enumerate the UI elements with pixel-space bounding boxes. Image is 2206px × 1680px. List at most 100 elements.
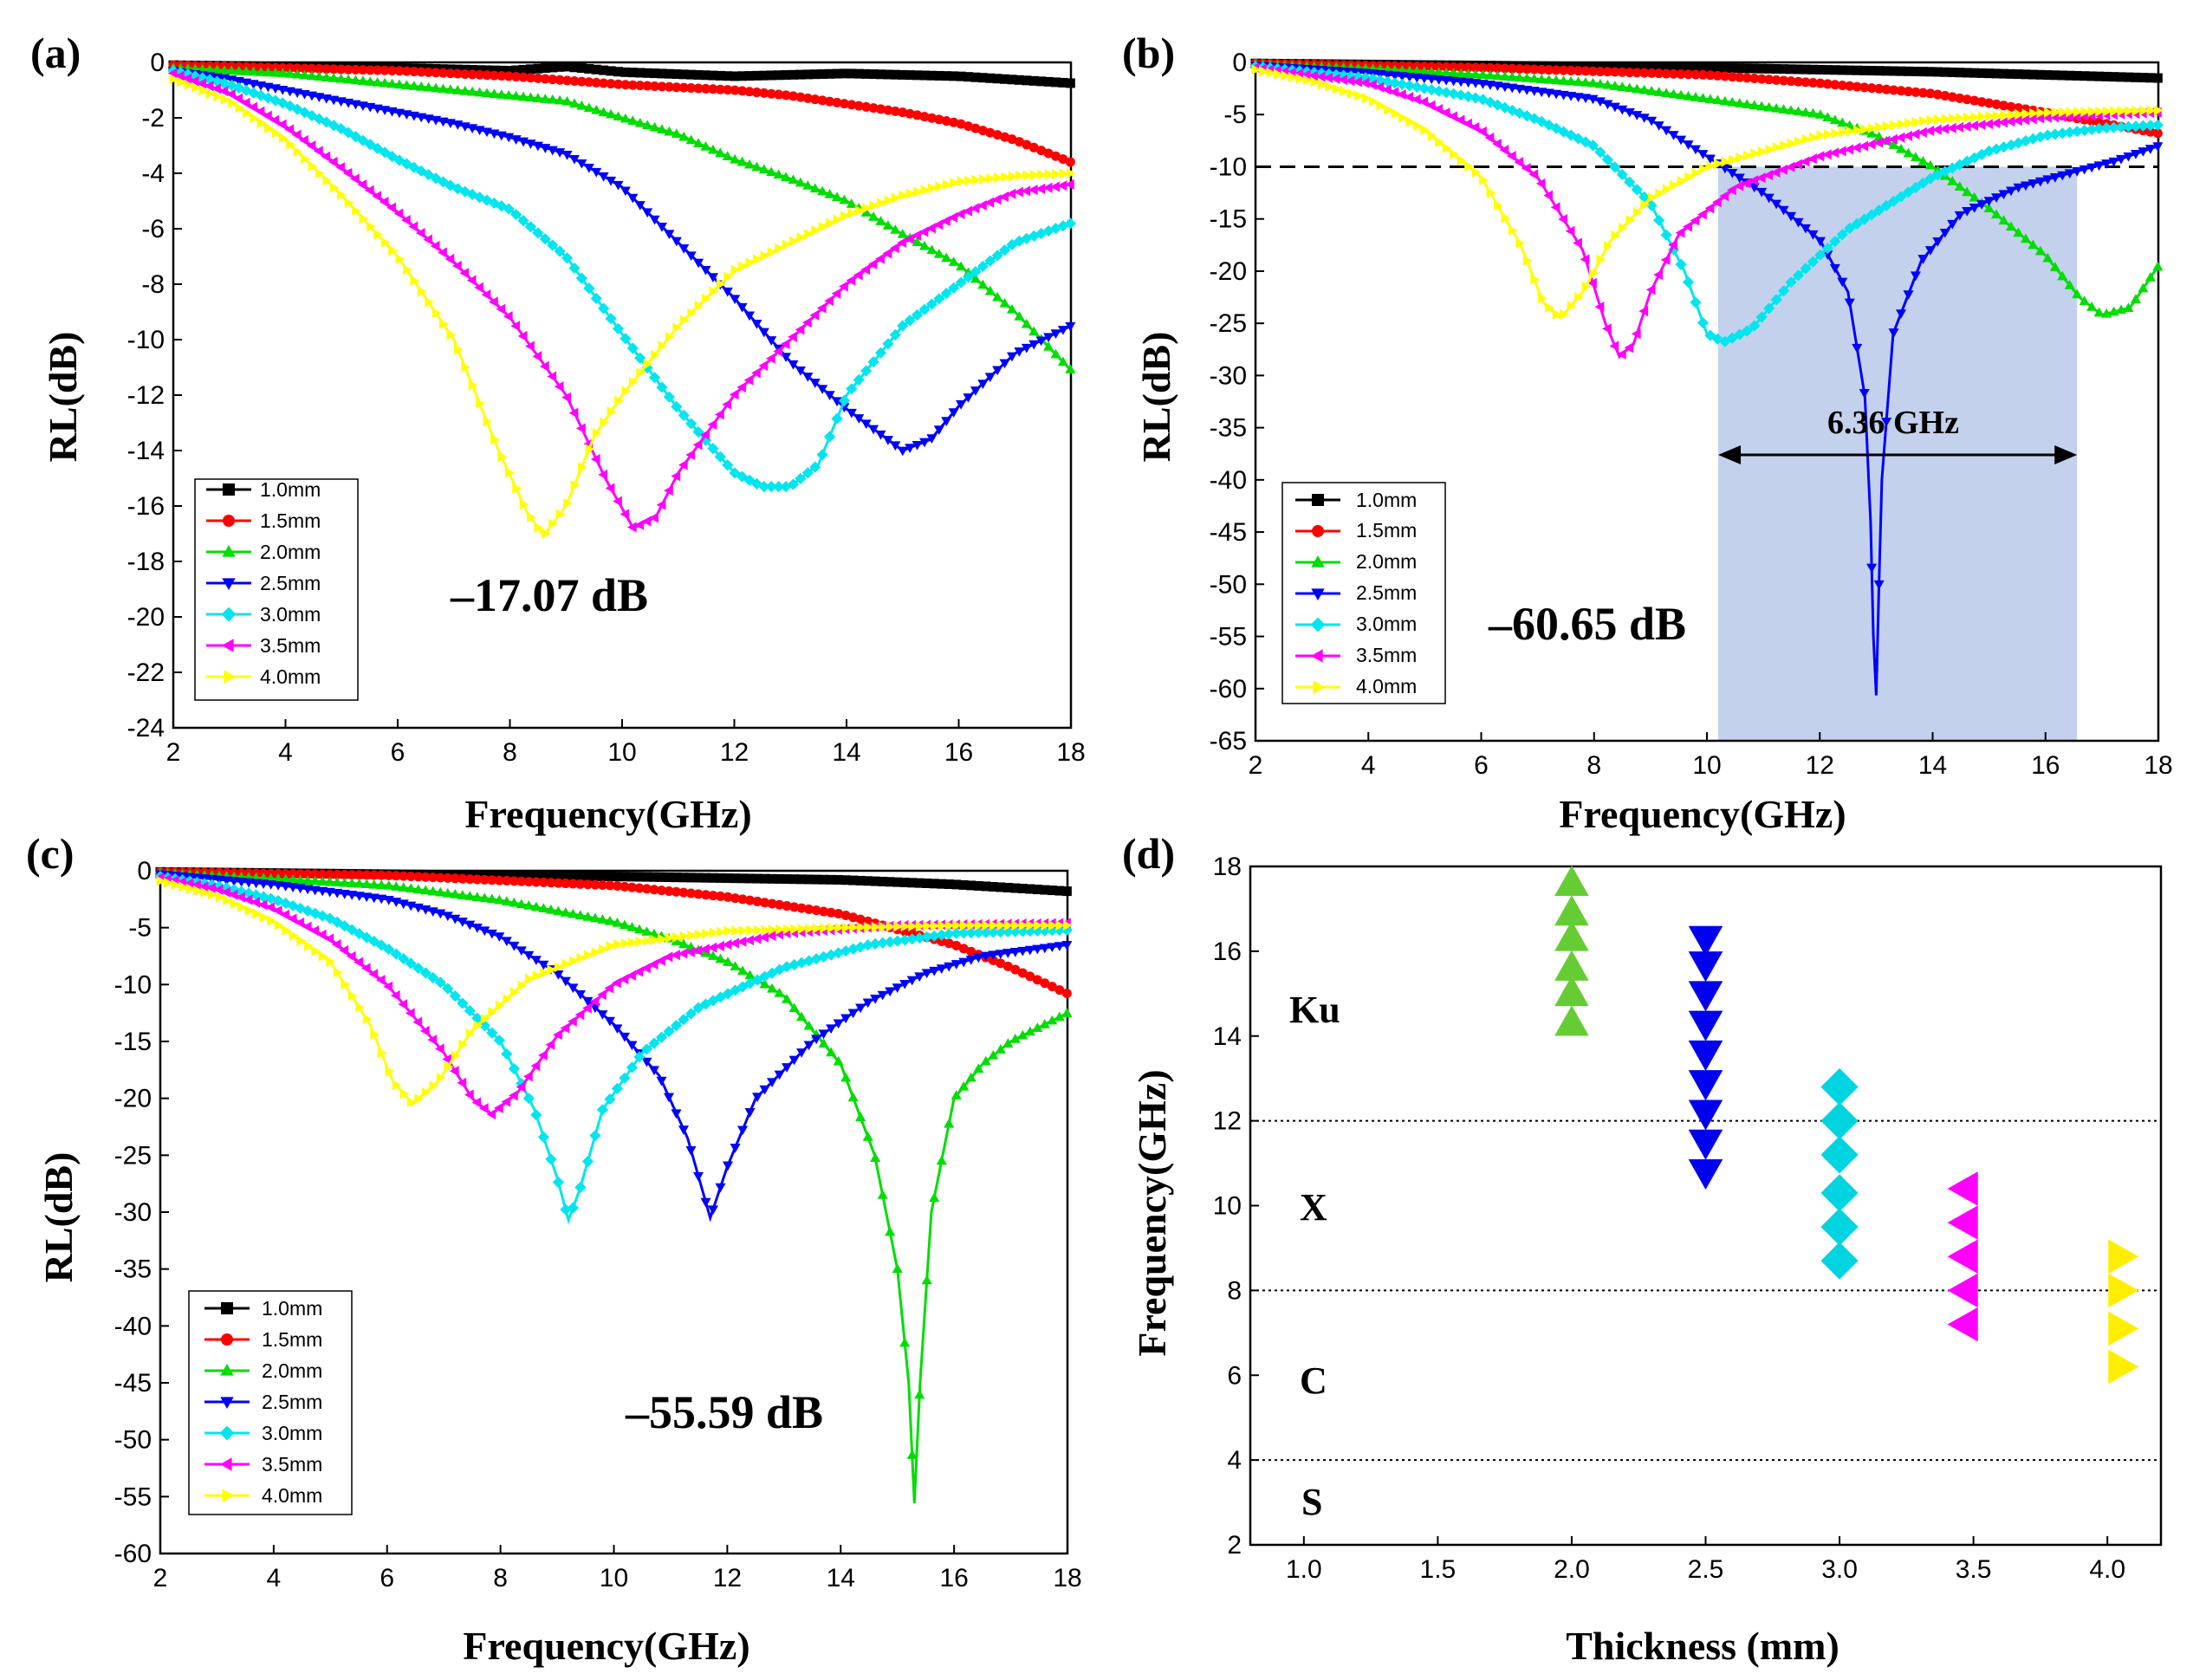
data-point [633,1051,646,1063]
data-point [604,983,614,994]
data-point [619,974,629,985]
data-point [1033,919,1043,931]
data-point [1026,919,1036,931]
data-point [781,172,792,182]
data-point [451,183,464,195]
data-point [438,247,447,258]
data-point [908,920,918,932]
data-point [2123,152,2134,162]
data-point [641,926,652,936]
data-point [847,943,860,955]
data-point [759,1085,770,1095]
data-point [2034,245,2046,256]
data-point [606,108,617,119]
data-point [619,1072,631,1084]
data-point [761,924,770,936]
data-point [1609,161,1621,173]
data-point [738,925,749,937]
data-point [1820,1067,1859,1106]
data-point [938,920,948,931]
data-point [918,226,929,237]
data-point [1865,209,1878,221]
data-point [1764,63,1775,74]
data-point [875,104,886,114]
data-point [2013,183,2024,193]
data-point [890,224,901,234]
data-point [2049,173,2060,183]
data-point [1999,101,2009,111]
data-point [606,941,616,952]
data-point [753,924,763,936]
data-point [235,885,248,898]
data-point [999,191,1009,203]
data-point [532,351,542,362]
data-point [357,75,368,86]
data-point [576,159,587,169]
data-point [1340,86,1349,97]
data-point [2086,123,2098,136]
x-tick-label: 4 [267,1564,282,1592]
data-point [1037,169,1048,180]
data-point [293,146,303,158]
data-point [1882,120,1892,132]
data-point [1603,240,1613,252]
data-point [453,344,464,355]
data-point [1624,82,1635,93]
x-tick-label: 10 [607,738,636,767]
data-point [568,154,581,165]
data-point [1683,140,1694,150]
data-point [1924,125,1935,136]
data-point [1902,186,1915,198]
data-point [554,962,564,973]
data-point [1035,183,1046,194]
data-point [590,879,600,890]
data-point [1017,968,1028,978]
data-point [1002,961,1013,971]
data-point [395,253,406,264]
data-point [247,87,260,99]
data-point [642,68,652,78]
data-point [1809,132,1819,143]
data-point [554,245,566,257]
data-point [350,64,360,75]
data-point [906,1450,918,1459]
data-point [576,952,587,963]
data-point [833,214,843,225]
data-point [503,66,514,76]
data-point [1500,63,1510,74]
data-point [897,446,908,457]
y-axis-title-a: RL(dB) [41,332,85,463]
y-tick-label: 0 [137,857,152,885]
data-point [1866,66,1877,76]
data-point [803,955,815,967]
chart-panel-a: 2 4 6 8 10 12 14 16 180-2-4-6-8-10-12-14-16-18-2… [127,49,1086,767]
data-point [516,1081,526,1093]
data-point [501,1096,511,1107]
data-point [1684,69,1694,80]
data-point [831,397,843,407]
data-point [773,346,783,357]
data-point [1668,88,1679,99]
data-point [372,191,382,202]
data-point [937,879,947,889]
data-point [766,70,776,81]
data-point [1014,186,1023,198]
data-point [758,164,769,174]
data-point [665,331,675,342]
data-point [1917,177,1930,189]
data-point [744,1108,756,1118]
data-point [284,124,295,135]
data-point [892,877,903,887]
data-point [898,69,908,80]
data-point [1727,96,1738,107]
data-point [530,1061,541,1072]
data-point [730,893,741,904]
data-point [1653,214,1665,226]
data-point [1009,948,1021,957]
y-tick-label: 6 [1227,1361,1242,1390]
data-point [598,107,609,117]
band-label-x: X [1300,1186,1327,1229]
data-point [1032,944,1043,955]
data-point [1820,1174,1859,1212]
data-point [656,1076,667,1086]
